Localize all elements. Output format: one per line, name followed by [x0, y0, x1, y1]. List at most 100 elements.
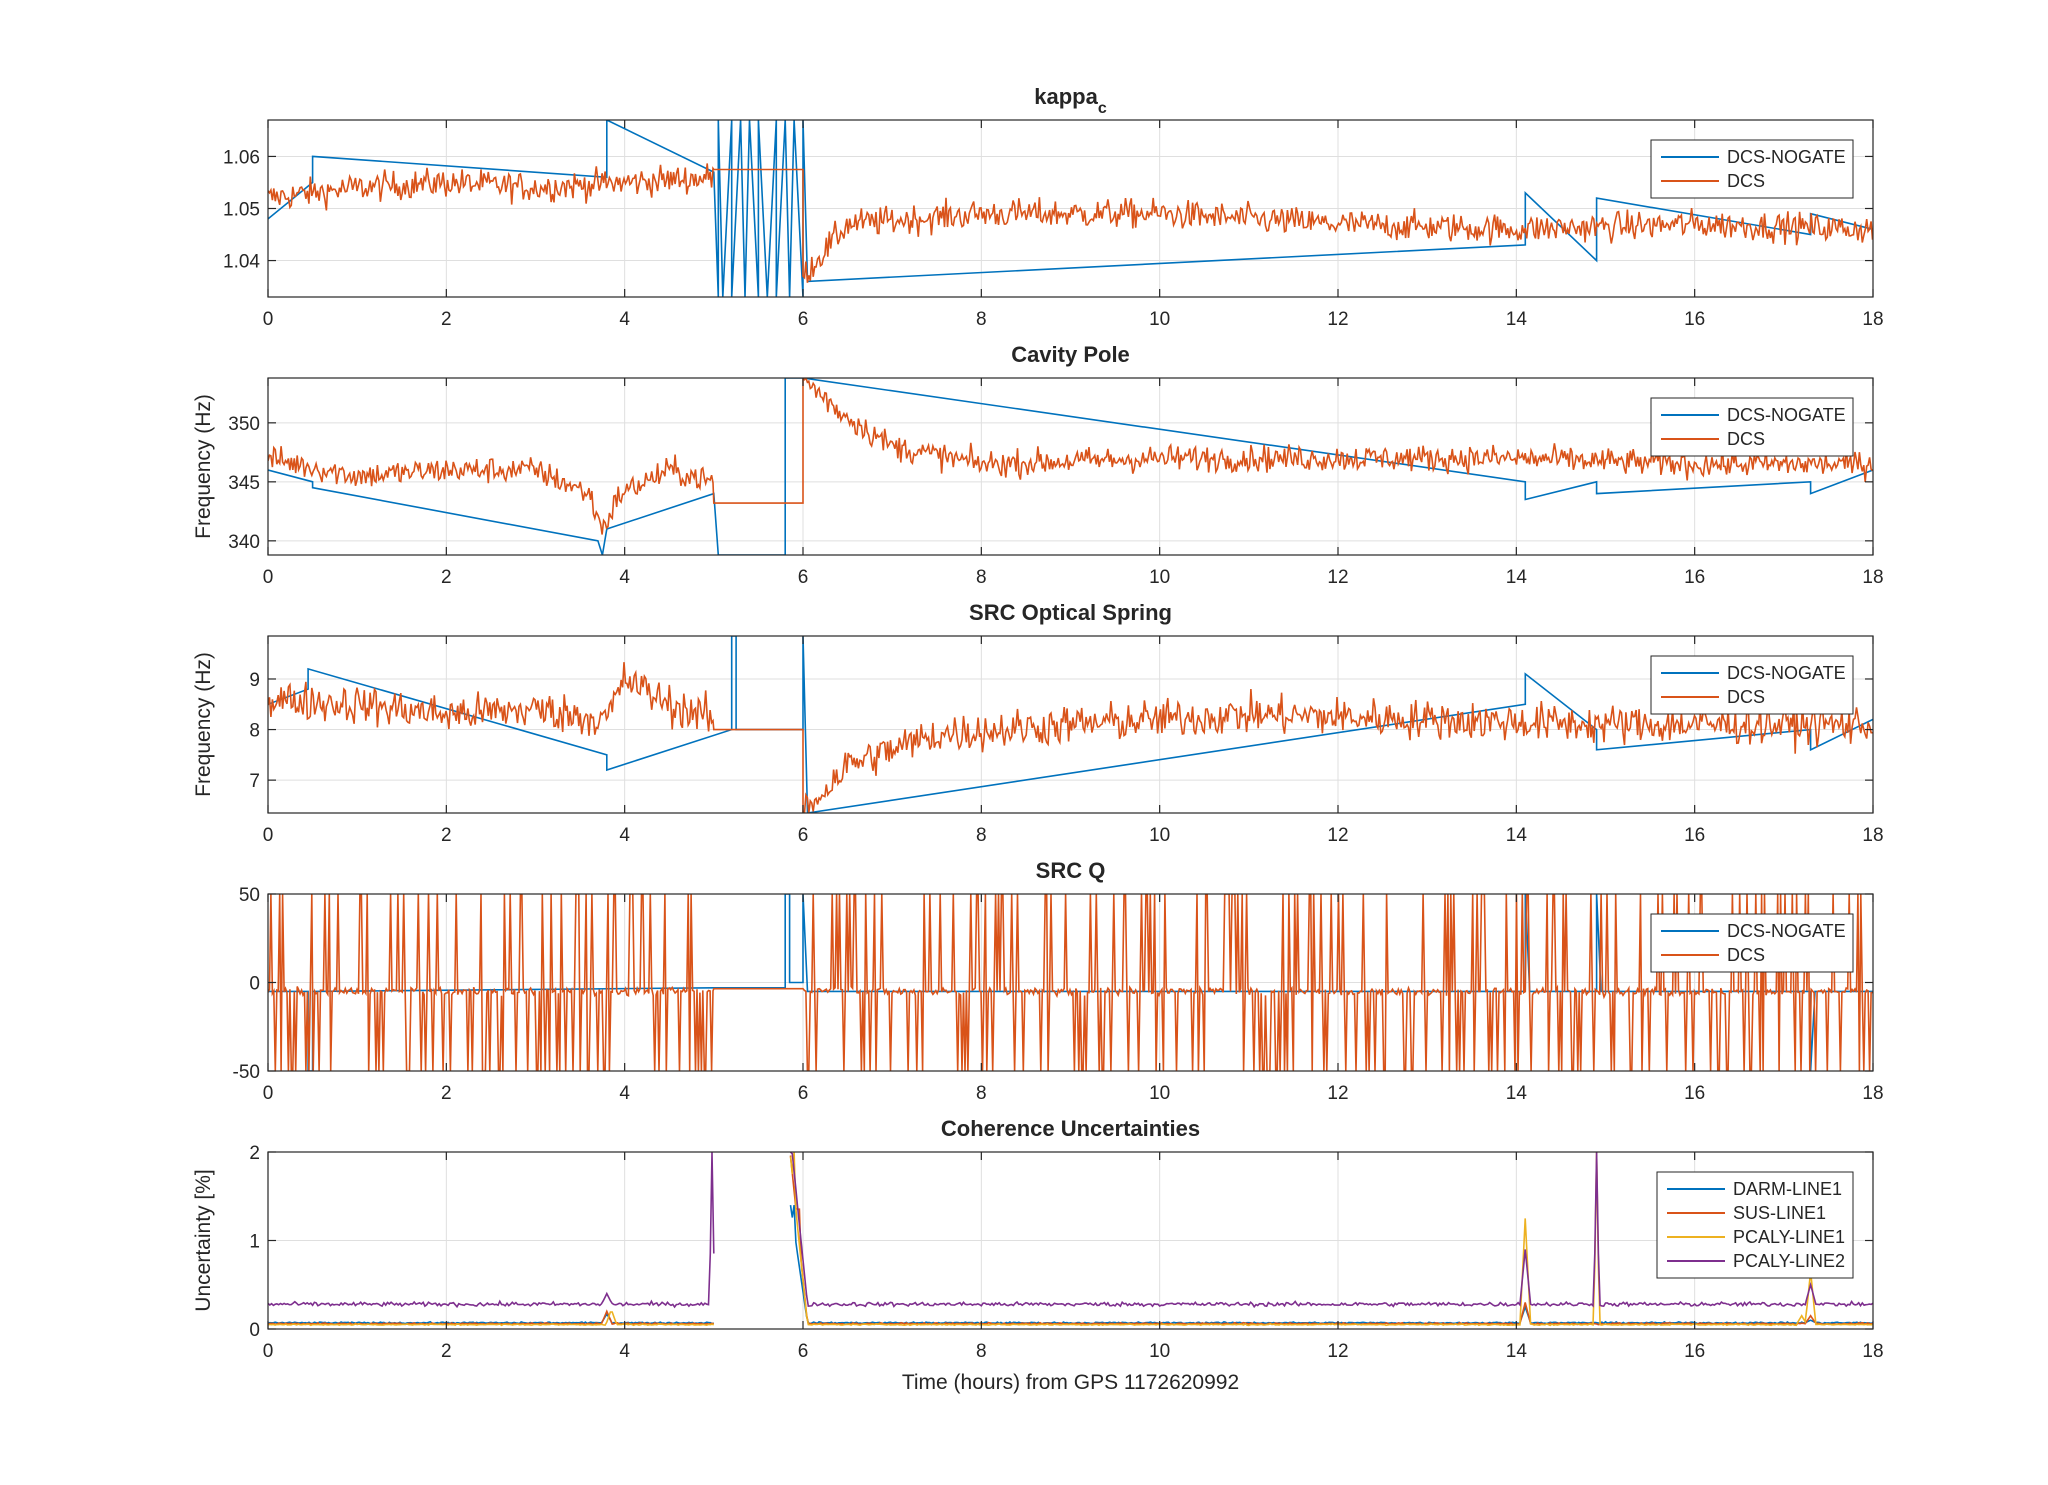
panel-3: 0 2 4 6 8 10 12 14 16 18 7 8 9 SRC Optical Spring Freq… [192, 600, 1884, 846]
y-axis-label: Frequency (Hz) [192, 652, 215, 797]
series-line-pcaly-line2 [268, 1152, 715, 1309]
x-tick-label: 0 [263, 309, 274, 330]
series-line-dcs [268, 163, 1873, 283]
x-tick-label: 6 [798, 825, 809, 846]
x-tick-label: 4 [619, 1083, 630, 1104]
legend-label: SUS-LINE1 [1733, 1203, 1826, 1223]
legend-label: DCS [1727, 429, 1765, 449]
x-tick-label: 16 [1684, 1341, 1705, 1362]
x-tick-label: 10 [1149, 1341, 1170, 1362]
x-tick-label: 0 [263, 567, 274, 588]
series-group [268, 636, 1873, 813]
x-tick-label: 6 [798, 309, 809, 330]
x-tick-label: 16 [1684, 309, 1705, 330]
series-group [268, 120, 1873, 297]
y-tick-label: 1.06 [223, 147, 260, 168]
x-tick-label: 12 [1327, 1083, 1348, 1104]
x-tick-label: 18 [1862, 1341, 1883, 1362]
series-line-dcs [268, 662, 1873, 813]
panel-title: SRC Q [1036, 858, 1106, 883]
axes-frame [267, 635, 1874, 814]
series-group [268, 894, 1873, 1071]
x-tick-label: 10 [1149, 1083, 1170, 1104]
x-tick-label: 18 [1862, 309, 1883, 330]
y-tick-label: 345 [228, 473, 260, 494]
plot-area [268, 378, 1873, 555]
x-tick-label: 12 [1327, 825, 1348, 846]
x-tick-label: 16 [1684, 825, 1705, 846]
y-tick-label: 2 [249, 1143, 260, 1164]
legend: DCS-NOGATE DCS [1650, 139, 1854, 199]
x-tick-label: 10 [1149, 567, 1170, 588]
x-tick-label: 16 [1684, 1083, 1705, 1104]
x-axis-label: Time (hours) from GPS 1172620992 [902, 1371, 1239, 1394]
series-line-dcs [268, 894, 1873, 1071]
legend-box [1650, 655, 1854, 715]
y-axis-label: Uncertainty [%] [192, 1169, 215, 1311]
x-tick-label: 0 [263, 1341, 274, 1362]
panel-1: 0 2 4 6 8 10 12 14 16 18 1.04 1.05 1.06 kappac DCS-NOG… [223, 84, 1884, 330]
y-tick-label: -50 [233, 1062, 260, 1083]
series-line-dcs-nogate [268, 378, 1873, 555]
legend-label: DCS [1727, 171, 1765, 191]
x-tick-label: 8 [976, 825, 987, 846]
x-tick-label: 10 [1149, 825, 1170, 846]
x-tick-label: 18 [1862, 825, 1883, 846]
y-tick-label: 1.05 [223, 200, 260, 221]
legend-box [1650, 913, 1854, 973]
x-tick-label: 14 [1506, 309, 1528, 330]
x-tick-label: 12 [1327, 1341, 1348, 1362]
x-tick-label: 4 [619, 309, 630, 330]
legend-label: DARM-LINE1 [1733, 1179, 1842, 1199]
y-tick-label: 0 [249, 974, 260, 995]
legend-label: DCS-NOGATE [1727, 405, 1846, 425]
x-tick-label: 12 [1327, 567, 1348, 588]
x-tick-label: 6 [798, 567, 809, 588]
x-tick-label: 6 [798, 1341, 809, 1362]
x-tick-label: 10 [1149, 309, 1170, 330]
panel-2: 0 2 4 6 8 10 12 14 16 18 340 345 350 Cavity Pole Frequ… [192, 342, 1884, 588]
x-tick-label: 14 [1506, 567, 1528, 588]
legend-label: PCALY-LINE1 [1733, 1227, 1845, 1247]
legend-label: DCS-NOGATE [1727, 921, 1846, 941]
x-tick-label: 8 [976, 567, 987, 588]
x-tick-label: 8 [976, 1083, 987, 1104]
x-tick-label: 2 [441, 1083, 452, 1104]
legend: DCS-NOGATE DCS [1650, 913, 1854, 973]
series-line-dcs [268, 378, 1873, 535]
legend-label: DCS-NOGATE [1727, 147, 1846, 167]
x-tick-label: 4 [619, 825, 630, 846]
panel-title-subscript: c [1098, 100, 1107, 117]
x-tick-label: 4 [619, 1341, 630, 1362]
x-tick-label: 2 [441, 1341, 452, 1362]
series-line-dcs-nogate [268, 120, 1873, 297]
y-tick-label: 50 [239, 885, 260, 906]
legend-label: PCALY-LINE2 [1733, 1251, 1845, 1271]
x-tick-label: 18 [1862, 1083, 1883, 1104]
x-tick-label: 2 [441, 567, 452, 588]
y-tick-label: 0 [249, 1320, 260, 1341]
panel-title: Cavity Pole [1011, 342, 1130, 367]
series-line-pcaly-line2 [789, 1152, 1873, 1309]
panel-title: kappac [1034, 84, 1107, 117]
series-group [268, 1152, 1873, 1327]
x-tick-label: 14 [1506, 825, 1528, 846]
series-line-pcaly-line1 [268, 1311, 715, 1327]
x-tick-label: 18 [1862, 567, 1883, 588]
panel-title: Coherence Uncertainties [941, 1116, 1200, 1141]
y-axis-label: Frequency (Hz) [192, 394, 215, 539]
x-tick-label: 0 [263, 1083, 274, 1104]
legend-label: DCS [1727, 945, 1765, 965]
x-tick-label: 16 [1684, 567, 1705, 588]
legend-box [1650, 397, 1854, 457]
x-tick-label: 12 [1327, 309, 1348, 330]
panel-title: SRC Optical Spring [969, 600, 1172, 625]
x-tick-label: 14 [1506, 1341, 1528, 1362]
x-tick-label: 8 [976, 1341, 987, 1362]
axes-frame [267, 377, 1874, 556]
legend: DCS-NOGATE DCS [1650, 655, 1854, 715]
legend-label: DCS [1727, 687, 1765, 707]
